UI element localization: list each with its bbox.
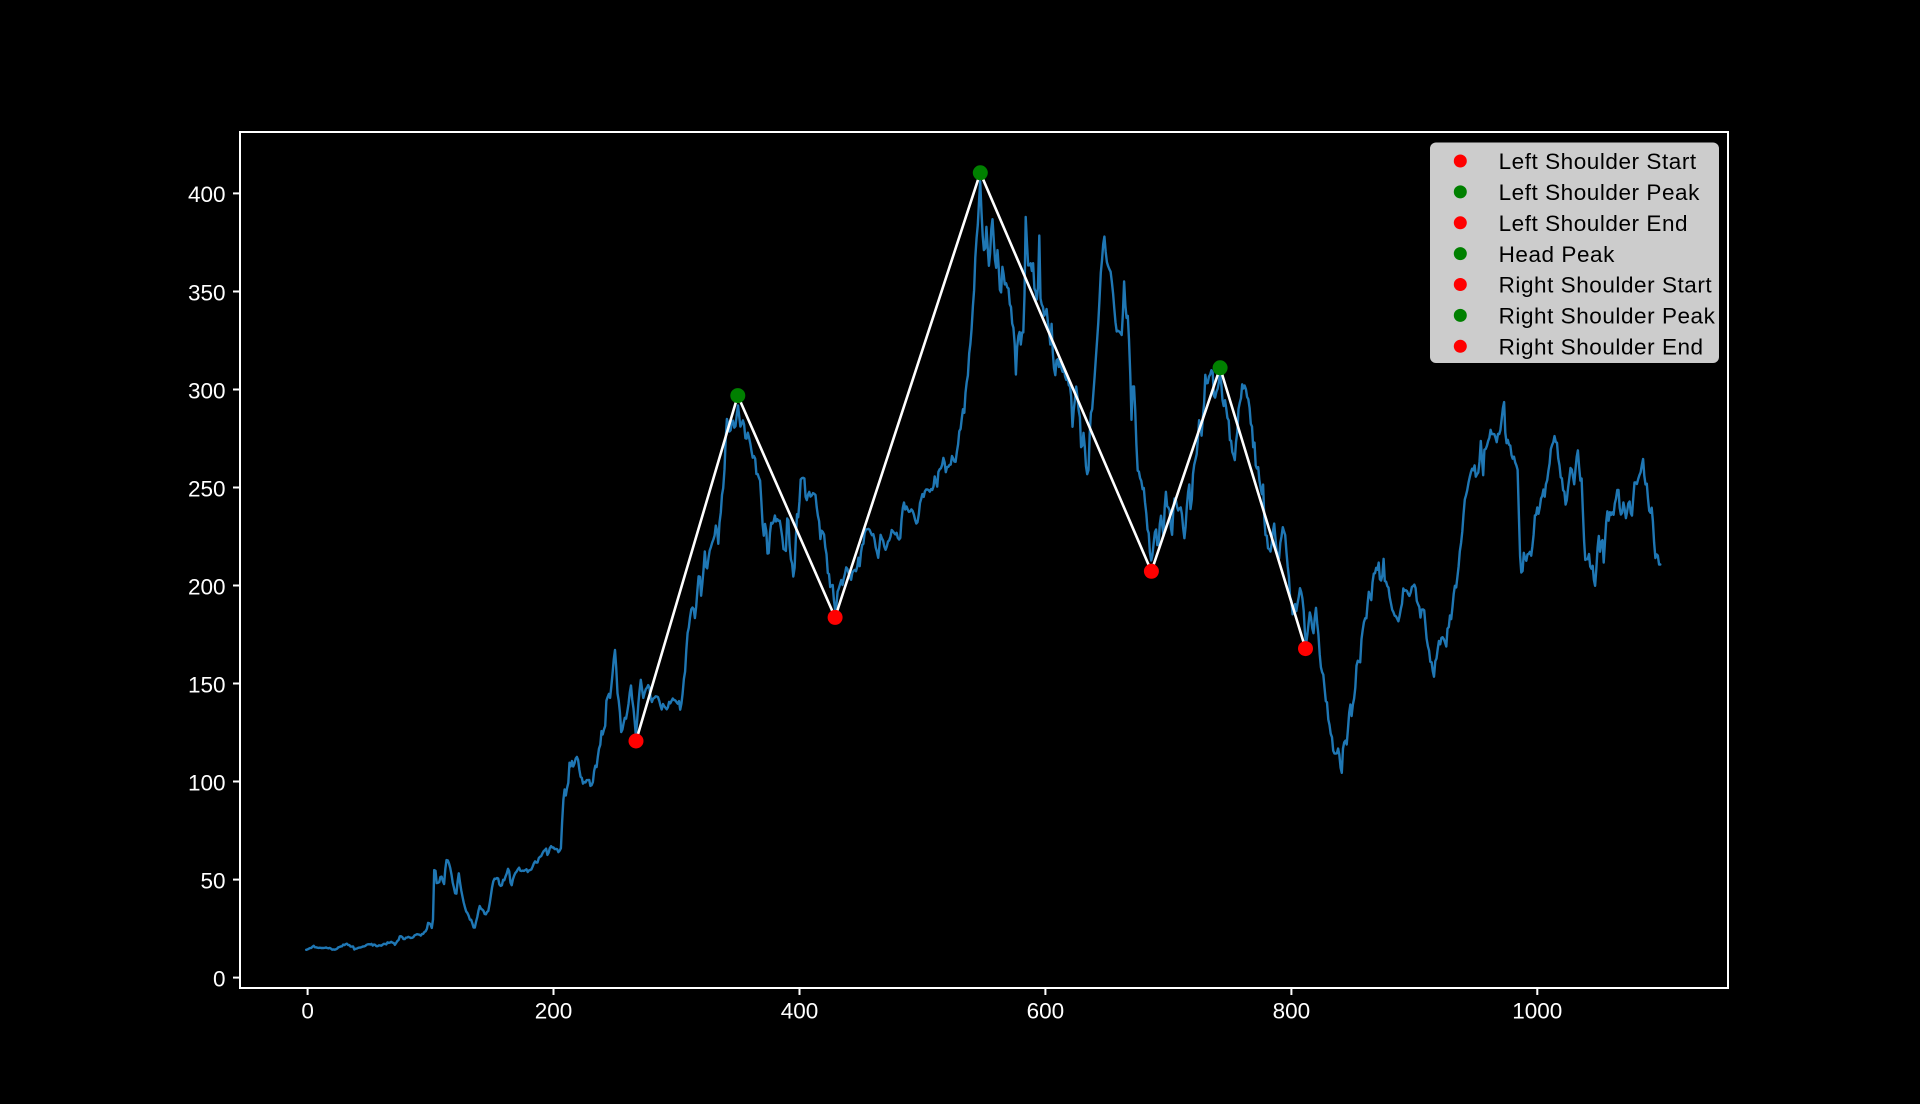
svg-text:50: 50: [200, 868, 225, 893]
svg-text:800: 800: [1273, 999, 1311, 1024]
svg-text:100: 100: [188, 770, 226, 795]
svg-text:400: 400: [188, 182, 226, 207]
svg-text:Head Peak: Head Peak: [1499, 242, 1615, 267]
svg-text:1000: 1000: [1512, 999, 1562, 1024]
svg-text:150: 150: [188, 672, 226, 697]
svg-text:250: 250: [188, 476, 226, 501]
svg-text:300: 300: [188, 378, 226, 403]
svg-text:Left Shoulder Start: Left Shoulder Start: [1499, 149, 1697, 174]
svg-text:Left Shoulder Peak: Left Shoulder Peak: [1499, 180, 1700, 205]
svg-text:Right Shoulder Start: Right Shoulder Start: [1499, 273, 1713, 298]
svg-text:600: 600: [1027, 999, 1065, 1024]
svg-text:0: 0: [301, 999, 314, 1024]
svg-text:200: 200: [188, 574, 226, 599]
svg-text:Right Shoulder End: Right Shoulder End: [1499, 335, 1704, 360]
svg-text:200: 200: [535, 999, 573, 1024]
svg-text:0: 0: [213, 966, 226, 991]
svg-text:400: 400: [781, 999, 819, 1024]
svg-text:Left Shoulder End: Left Shoulder End: [1499, 211, 1688, 236]
svg-text:Right Shoulder Peak: Right Shoulder Peak: [1499, 304, 1716, 329]
svg-text:350: 350: [188, 280, 226, 305]
